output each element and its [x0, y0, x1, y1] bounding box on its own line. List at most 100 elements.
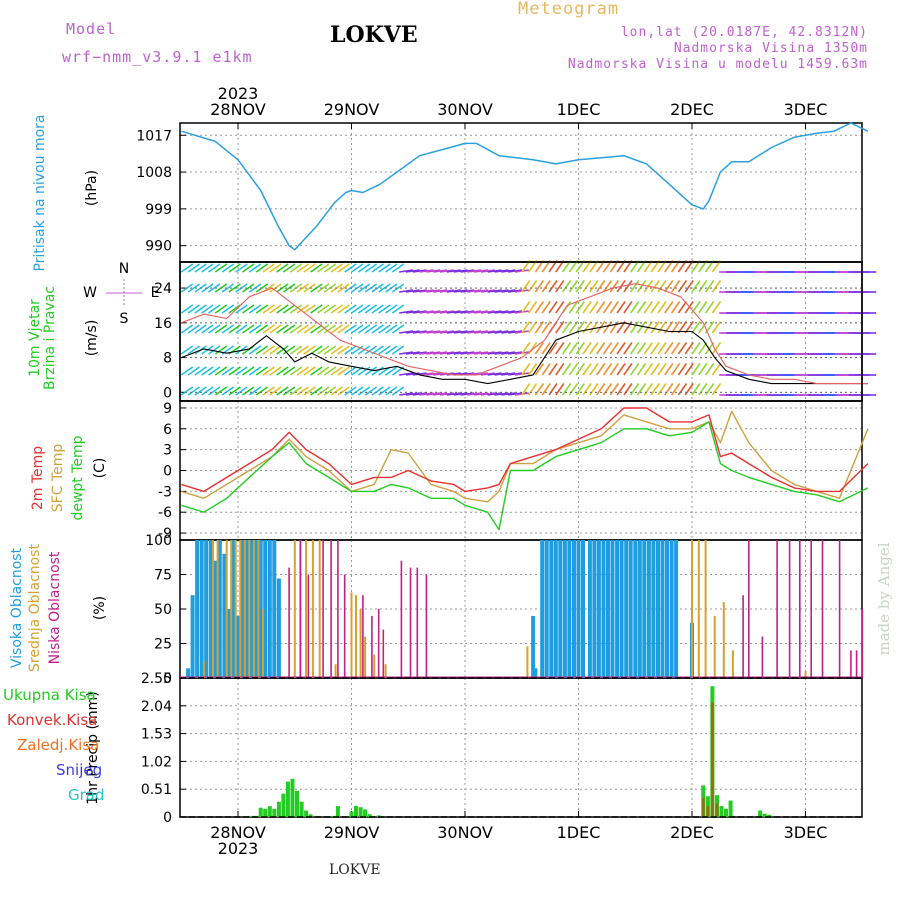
wind-barb — [596, 342, 606, 355]
wind-barb — [419, 289, 434, 293]
wind-gust-line — [181, 283, 868, 385]
wind-barb — [187, 304, 200, 314]
wind-barb — [214, 324, 228, 334]
wind-barb — [317, 324, 330, 334]
wind-barb — [473, 392, 489, 396]
date-label-top: 28NOV — [210, 100, 266, 119]
wind-barb — [453, 289, 468, 293]
temperature-tick-label: -9 — [158, 526, 172, 542]
wind-barb — [548, 301, 558, 314]
wind-barb — [296, 304, 309, 314]
sfc-temp-line — [181, 410, 869, 503]
wind-barb — [228, 386, 241, 396]
wind-barb — [487, 330, 502, 334]
wind-barb — [289, 345, 303, 355]
wind-barb — [242, 324, 255, 334]
wind-barb — [426, 289, 441, 293]
pressure-line — [181, 122, 869, 251]
wind-barb — [344, 386, 357, 396]
wind-barb — [412, 392, 427, 396]
wind-barb — [453, 351, 468, 355]
high-cloud-bar — [656, 540, 660, 678]
high-cloud-bar — [549, 540, 554, 678]
wind-barb — [214, 263, 228, 273]
wind-barb — [262, 386, 275, 396]
wind-barb — [303, 304, 316, 314]
wind-barb — [242, 304, 255, 314]
wind-barb — [419, 372, 434, 376]
wind-barb — [208, 324, 221, 334]
total-rain-bar — [304, 810, 309, 817]
wind-barb — [446, 269, 461, 273]
wind-barb — [433, 351, 448, 355]
mid-cloud-bar — [731, 650, 734, 678]
convective-rain-bar — [710, 702, 714, 817]
wind-barb — [317, 283, 330, 293]
high-cloud-bar — [669, 540, 674, 678]
compass-w: W — [83, 285, 97, 301]
wind-barb — [310, 263, 323, 273]
wind-barb — [494, 392, 509, 396]
wind-barb — [310, 304, 323, 314]
wind-barb — [602, 301, 613, 314]
wind-barb — [711, 383, 722, 396]
wind-barb — [337, 324, 350, 334]
wind-barb — [670, 280, 681, 293]
high-cloud-bar — [231, 540, 236, 678]
wind-barb — [235, 263, 248, 273]
wind-barb — [657, 280, 667, 293]
dewpoint-line — [181, 421, 869, 531]
wind-barb — [643, 301, 654, 314]
wind-barb — [187, 386, 200, 396]
wind-barb — [323, 324, 337, 334]
wind-tick-label: 24 — [154, 281, 172, 297]
wind-barb — [242, 366, 255, 376]
wind-barb — [494, 372, 509, 376]
wind-tick-label: 0 — [163, 385, 172, 401]
wind-barb — [337, 304, 350, 314]
wind-barb — [494, 310, 509, 314]
high-cloud-bar — [558, 540, 563, 678]
wind-barb — [534, 301, 545, 314]
wind-barb — [711, 321, 722, 334]
wind-barb — [602, 342, 613, 355]
wind-barb — [371, 263, 384, 273]
wind-barb — [582, 383, 592, 396]
wind-barb — [433, 269, 448, 273]
wind-barb — [548, 383, 558, 396]
wind-barb — [337, 263, 350, 273]
mid-cloud-bar — [262, 609, 264, 678]
high-cloud-bar — [674, 540, 679, 678]
wind-barb — [323, 263, 337, 273]
pressure-tick-label: 999 — [145, 202, 172, 218]
wind-barb — [187, 263, 200, 273]
wind-barb — [548, 342, 558, 355]
lonlat-label: lon,lat (20.0187E, 42.8312N) — [620, 25, 868, 40]
compass-n: N — [119, 261, 129, 277]
high-cloud-bar — [249, 540, 254, 678]
wind-barb — [351, 304, 364, 314]
wind-barb — [180, 304, 194, 314]
wind-barb — [616, 383, 626, 396]
high-cloud-bar — [186, 668, 191, 678]
wind-barb — [460, 289, 475, 293]
wind-barb — [473, 310, 489, 314]
wind-barb — [289, 304, 303, 314]
wind-barb — [282, 324, 296, 334]
wind-barb — [589, 363, 599, 376]
wind-barb — [657, 321, 667, 334]
total-rain-bar — [281, 793, 286, 817]
wind-barb — [616, 301, 626, 314]
high-cloud-bar — [562, 540, 567, 678]
mid-cloud-bar — [252, 540, 255, 678]
wind-barb — [636, 383, 647, 396]
mid-cloud-bar — [248, 540, 251, 678]
wind-barb — [208, 283, 221, 293]
wind-barb — [269, 263, 282, 273]
wind-barb — [596, 280, 606, 293]
wind-barb — [248, 386, 262, 396]
wind-barb — [180, 366, 194, 376]
low-cloud-bar — [810, 540, 812, 678]
wind-barb — [255, 345, 269, 355]
wind-barb — [650, 363, 660, 376]
